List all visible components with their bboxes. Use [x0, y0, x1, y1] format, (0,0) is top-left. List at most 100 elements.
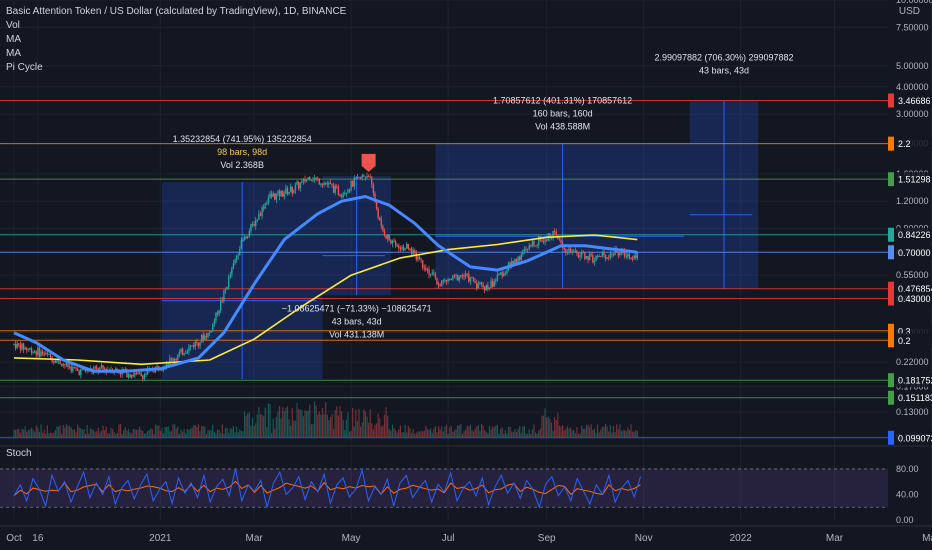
indicator-ma-2[interactable]: MA [6, 48, 21, 59]
candle-body [337, 186, 340, 195]
volume-bar [593, 428, 596, 437]
candle-body [180, 348, 182, 353]
volume-bar [533, 424, 535, 437]
volume-bar [369, 409, 371, 437]
candle-body [428, 269, 430, 275]
volume-bar [531, 429, 533, 437]
candle-body [293, 190, 295, 194]
candle-body [231, 267, 233, 275]
volume-bar [519, 425, 521, 437]
candle-body [188, 346, 190, 352]
candle-body [355, 177, 357, 179]
candle-body [129, 374, 131, 378]
candle-body [140, 373, 142, 377]
candle-body [490, 280, 492, 288]
candle-body [603, 251, 605, 255]
volume-bar [145, 433, 147, 437]
volume-bar [624, 430, 626, 437]
volume-bar [609, 425, 611, 437]
candle-body [340, 196, 343, 198]
candle-body [546, 239, 548, 241]
candle-body [636, 253, 639, 258]
volume-bar [388, 428, 390, 437]
candle-body [361, 175, 363, 178]
volume-bar [240, 430, 242, 437]
candle-body [30, 347, 33, 353]
volume-bar [151, 429, 153, 437]
price-badge-marker [888, 93, 894, 108]
volume-bar [541, 415, 543, 437]
volume-bar [404, 424, 406, 437]
candle-body [81, 368, 84, 370]
candle-body [258, 213, 260, 220]
candle-body [441, 280, 443, 286]
candle-body [344, 193, 346, 195]
candle-body [402, 246, 405, 251]
volume-bar [612, 426, 615, 437]
price-badge-marker [888, 227, 894, 242]
candle-body [371, 177, 373, 185]
volume-bar [522, 426, 524, 437]
volume-bar [154, 424, 157, 437]
horizontal-levels [0, 100, 888, 439]
volume-bar [496, 424, 499, 437]
stoch-tick: 40.00 [896, 489, 919, 499]
price-tick: 0.22000 [896, 357, 929, 367]
volume-bar [530, 433, 532, 437]
volume-bar [57, 426, 60, 437]
volume-bar [280, 418, 282, 437]
candle-body [134, 372, 136, 376]
candle-body [598, 256, 600, 258]
candle-body [398, 245, 400, 249]
candle-body [356, 177, 359, 179]
volume-bar [108, 433, 111, 437]
candle-body [294, 184, 297, 191]
candle-body [385, 235, 387, 239]
candle-body [135, 372, 138, 374]
candle-body [433, 272, 435, 275]
candle-body [612, 254, 615, 256]
volume-bar [552, 430, 554, 437]
volume-bar [89, 428, 91, 437]
candle-body [437, 284, 440, 286]
candle-body [620, 250, 623, 253]
indicator-vol[interactable]: Vol [6, 20, 20, 31]
candle-body [262, 207, 265, 209]
candle-body [625, 255, 627, 257]
volume-bar [372, 429, 374, 437]
range-label-2-1: 1.70857612 (401.31%) 170857612 [493, 96, 632, 106]
candle-body [580, 252, 583, 256]
volume-bar [361, 422, 363, 437]
volume-bar [102, 425, 104, 437]
price-badge-label: 1.51298 [898, 175, 931, 185]
candle-body [630, 257, 632, 259]
candle-body [229, 274, 231, 278]
candle-body [425, 267, 427, 270]
candle-body [611, 253, 613, 255]
volume-bar [73, 429, 76, 437]
volume-bar [328, 420, 330, 437]
indicator-ma-1[interactable]: MA [6, 34, 21, 45]
candle-body [595, 255, 597, 261]
volume-bar [630, 424, 632, 437]
candle-body [406, 244, 408, 249]
volume-bar [67, 426, 69, 437]
volume-bar [236, 426, 238, 437]
volume-bar [377, 413, 379, 437]
time-tick: Jul [442, 533, 455, 544]
candle-body [18, 343, 20, 345]
price-tick: 10.00000 [896, 0, 932, 5]
symbol-title[interactable]: Basic Attention Token / US Dollar (calcu… [6, 6, 347, 17]
volume-bar [126, 430, 128, 437]
stoch-indicator-label[interactable]: Stoch [6, 448, 32, 459]
candle-body [227, 277, 230, 287]
volume-bar [356, 421, 359, 437]
volume-bar [363, 409, 365, 437]
candle-body [56, 360, 58, 363]
volume-bar [617, 429, 619, 437]
candle-body [223, 290, 225, 301]
volume-bar [484, 430, 486, 437]
volume-bar [415, 432, 417, 437]
indicator-pi-cycle[interactable]: Pi Cycle [6, 62, 43, 73]
